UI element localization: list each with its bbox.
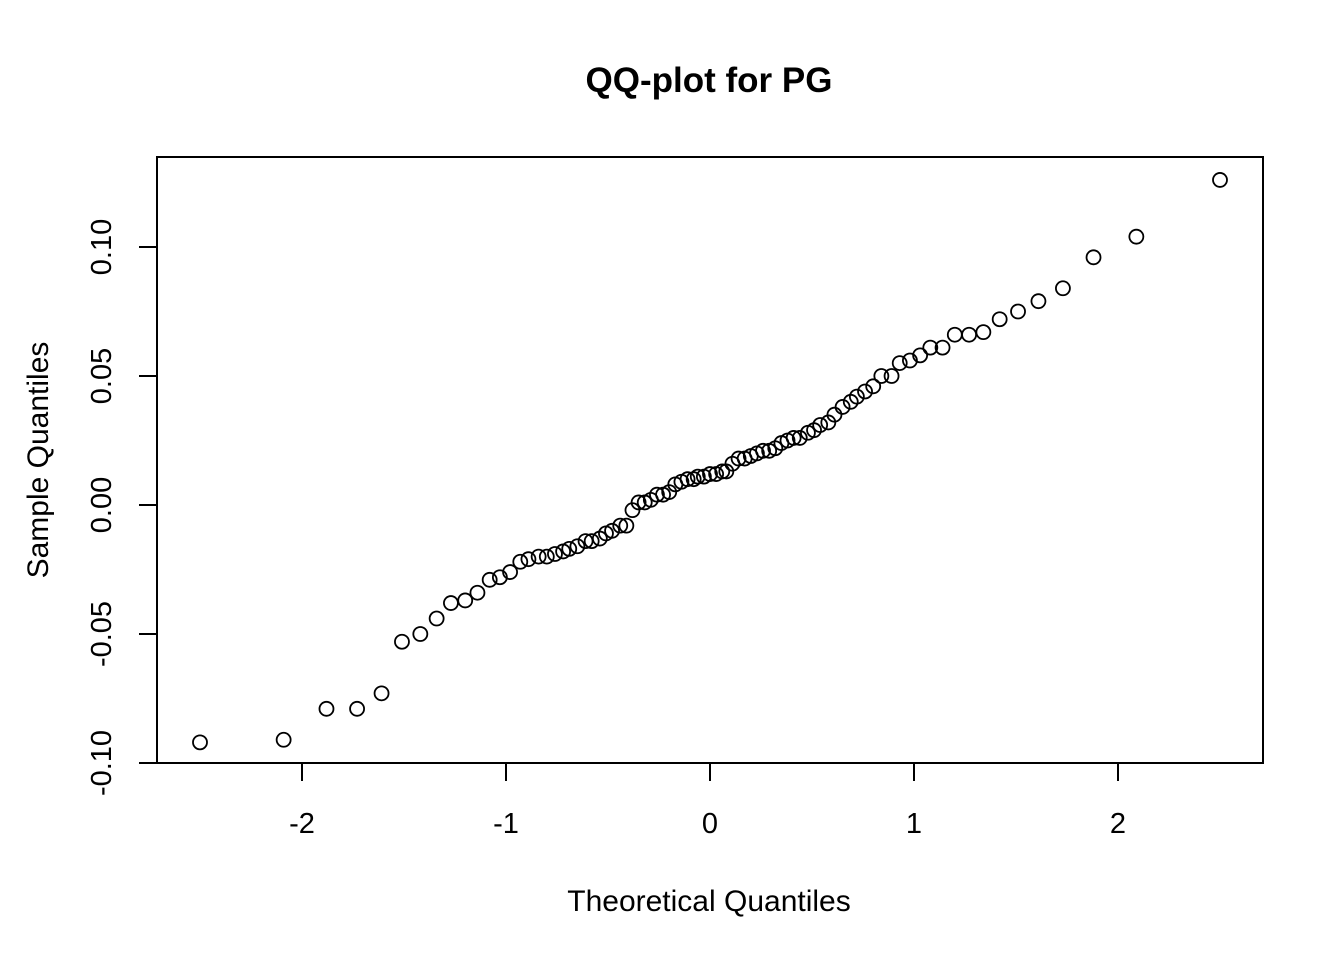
data-point [865, 378, 882, 395]
data-point [618, 517, 635, 534]
data-point [630, 494, 647, 511]
data-point [812, 417, 829, 433]
data-point [612, 517, 629, 534]
plot-frame [156, 156, 1264, 764]
data-point [883, 368, 900, 384]
data-point [975, 324, 992, 341]
data-point [902, 352, 918, 369]
data-point [192, 734, 208, 751]
data-point [834, 399, 851, 415]
data-point [1085, 249, 1102, 266]
data-point [730, 450, 747, 467]
data-point [373, 685, 390, 702]
data-point [891, 355, 908, 372]
data-point [443, 595, 459, 611]
x-tick-label: -2 [289, 808, 315, 840]
data-point [685, 471, 702, 488]
data-point [714, 463, 731, 480]
data-point [679, 471, 696, 488]
data-point [1212, 172, 1228, 188]
data-point [1030, 293, 1047, 310]
data-point [275, 731, 292, 748]
x-tick-label: 1 [906, 808, 922, 840]
y-axis-label: Sample Quantiles [22, 342, 55, 579]
y-tick-label: 0.10 [86, 219, 118, 275]
data-point [412, 626, 429, 642]
data-point [530, 548, 547, 565]
data-point [649, 486, 665, 503]
data-point [512, 553, 529, 570]
y-tick-label: 0.05 [86, 348, 118, 404]
data-point [561, 540, 578, 557]
data-point [569, 538, 586, 555]
data-point [934, 339, 951, 356]
data-point [583, 533, 600, 550]
data-point [318, 700, 335, 717]
data-point [702, 466, 718, 482]
data-point [547, 546, 563, 562]
data-point [538, 548, 555, 565]
data-point [502, 564, 518, 580]
x-tick-label: 2 [1110, 808, 1126, 840]
data-point [520, 551, 537, 568]
data-point [922, 339, 939, 356]
data-point [491, 569, 508, 586]
data-point [873, 368, 890, 384]
data-point [349, 700, 365, 717]
data-point [791, 430, 808, 446]
chart-title: QQ-plot for PG [586, 61, 833, 100]
data-point [1128, 228, 1145, 245]
y-tick-label: -0.05 [86, 601, 118, 667]
data-point [848, 388, 865, 405]
data-point [755, 442, 771, 459]
x-tick-label: -1 [493, 808, 519, 840]
data-point [991, 311, 1008, 328]
data-point [428, 610, 445, 627]
x-axis: -2 -1 0 1 2 [289, 762, 1126, 840]
data-point [961, 326, 977, 343]
data-point [469, 584, 486, 601]
data-point [604, 522, 620, 539]
data-point [946, 326, 963, 343]
y-tick-label: -0.10 [86, 730, 118, 796]
data-point [457, 592, 474, 609]
data-point [857, 383, 873, 400]
data-point [912, 347, 929, 364]
data-points [192, 172, 1228, 751]
x-tick-label: 0 [702, 808, 718, 840]
data-point [689, 468, 706, 485]
y-axis: -0.10 -0.05 0.00 0.05 0.10 [86, 219, 158, 796]
data-point [394, 633, 410, 650]
data-point [1055, 280, 1071, 297]
data-point [481, 571, 498, 588]
y-tick-label: 0.00 [86, 477, 118, 533]
x-axis-label: Theoretical Quantiles [567, 885, 850, 918]
data-point [785, 430, 802, 446]
data-point [1010, 303, 1026, 320]
